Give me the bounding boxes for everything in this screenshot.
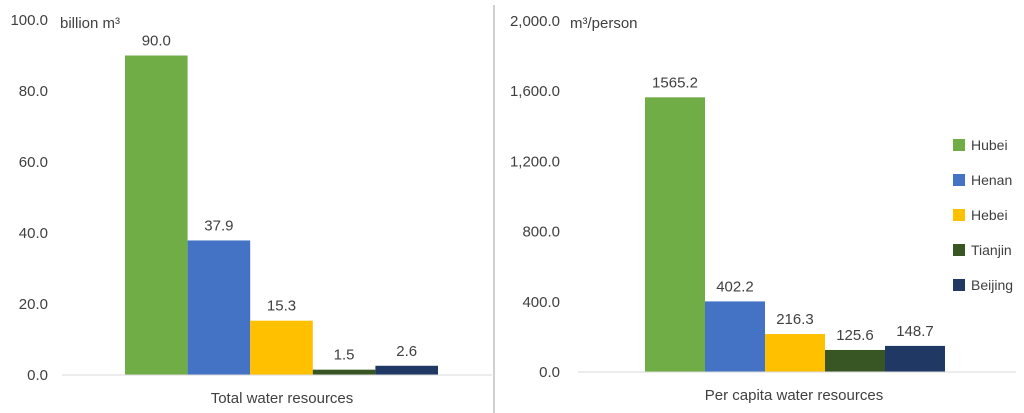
percap-bar-henan xyxy=(705,301,765,372)
percap-data-label: 148.7 xyxy=(896,323,934,340)
total-data-label: 15.3 xyxy=(267,298,296,315)
per-capita-water-chart: 0.0 400.0 800.0 1,200.0 1,600.0 2,000.0 m³/per… xyxy=(510,13,1016,404)
legend-label-henan: Henan xyxy=(971,172,1012,188)
legend: Hubei Henan Hebei Tianjin Beijing xyxy=(953,137,1013,293)
percap-bar-beijing xyxy=(885,345,945,372)
total-bar-hebei xyxy=(250,320,313,375)
percap-data-label: 402.2 xyxy=(716,278,754,295)
total-ytick-label: 0.0 xyxy=(27,367,48,384)
percap-ytick-label: 1,200.0 xyxy=(510,153,560,170)
legend-swatch-hebei xyxy=(953,209,965,221)
total-bar-henan xyxy=(187,240,251,375)
total-water-chart: 0.0 20.0 40.0 60.0 80.0 100.0 billion m³ 90.0 37… xyxy=(10,12,492,407)
legend-swatch-tianjin xyxy=(953,244,965,256)
percap-data-label: 1565.2 xyxy=(652,74,698,91)
total-ytick-label: 80.0 xyxy=(19,83,48,100)
legend-swatch-hubei xyxy=(953,139,965,151)
total-category-label: Total water resources xyxy=(211,390,354,407)
total-bar-beijing xyxy=(375,365,438,375)
percap-unit-label: m³/person xyxy=(570,15,638,32)
percap-ytick-label: 1,600.0 xyxy=(510,83,560,100)
total-data-label: 37.9 xyxy=(204,217,233,234)
legend-label-tianjin: Tianjin xyxy=(971,242,1012,258)
legend-label-hubei: Hubei xyxy=(971,137,1008,153)
legend-label-hebei: Hebei xyxy=(971,207,1008,223)
percap-data-label: 216.3 xyxy=(776,311,814,328)
percap-bar-hebei xyxy=(765,334,825,372)
total-ytick-label: 100.0 xyxy=(10,12,48,29)
percap-ytick-label: 800.0 xyxy=(522,224,560,241)
total-ytick-label: 40.0 xyxy=(19,225,48,242)
legend-label-beijing: Beijing xyxy=(971,277,1013,293)
total-bar-hubei xyxy=(125,55,188,375)
total-bar-tianjin xyxy=(312,369,376,375)
percap-ytick-label: 0.0 xyxy=(539,364,560,381)
percap-bar-tianjin xyxy=(825,349,885,372)
percap-data-label: 125.6 xyxy=(836,327,874,344)
total-unit-label: billion m³ xyxy=(60,15,120,32)
total-data-label: 1.5 xyxy=(334,347,355,364)
percap-ytick-label: 2,000.0 xyxy=(510,13,560,30)
percap-ytick-label: 400.0 xyxy=(522,294,560,311)
total-data-label: 90.0 xyxy=(142,33,171,50)
legend-swatch-beijing xyxy=(953,279,965,291)
percap-bar-hubei xyxy=(645,97,705,372)
percap-category-label: Per capita water resources xyxy=(705,387,883,404)
total-ytick-label: 20.0 xyxy=(19,296,48,313)
total-data-label: 2.6 xyxy=(396,343,417,360)
total-ytick-label: 60.0 xyxy=(19,154,48,171)
legend-swatch-henan xyxy=(953,174,965,186)
